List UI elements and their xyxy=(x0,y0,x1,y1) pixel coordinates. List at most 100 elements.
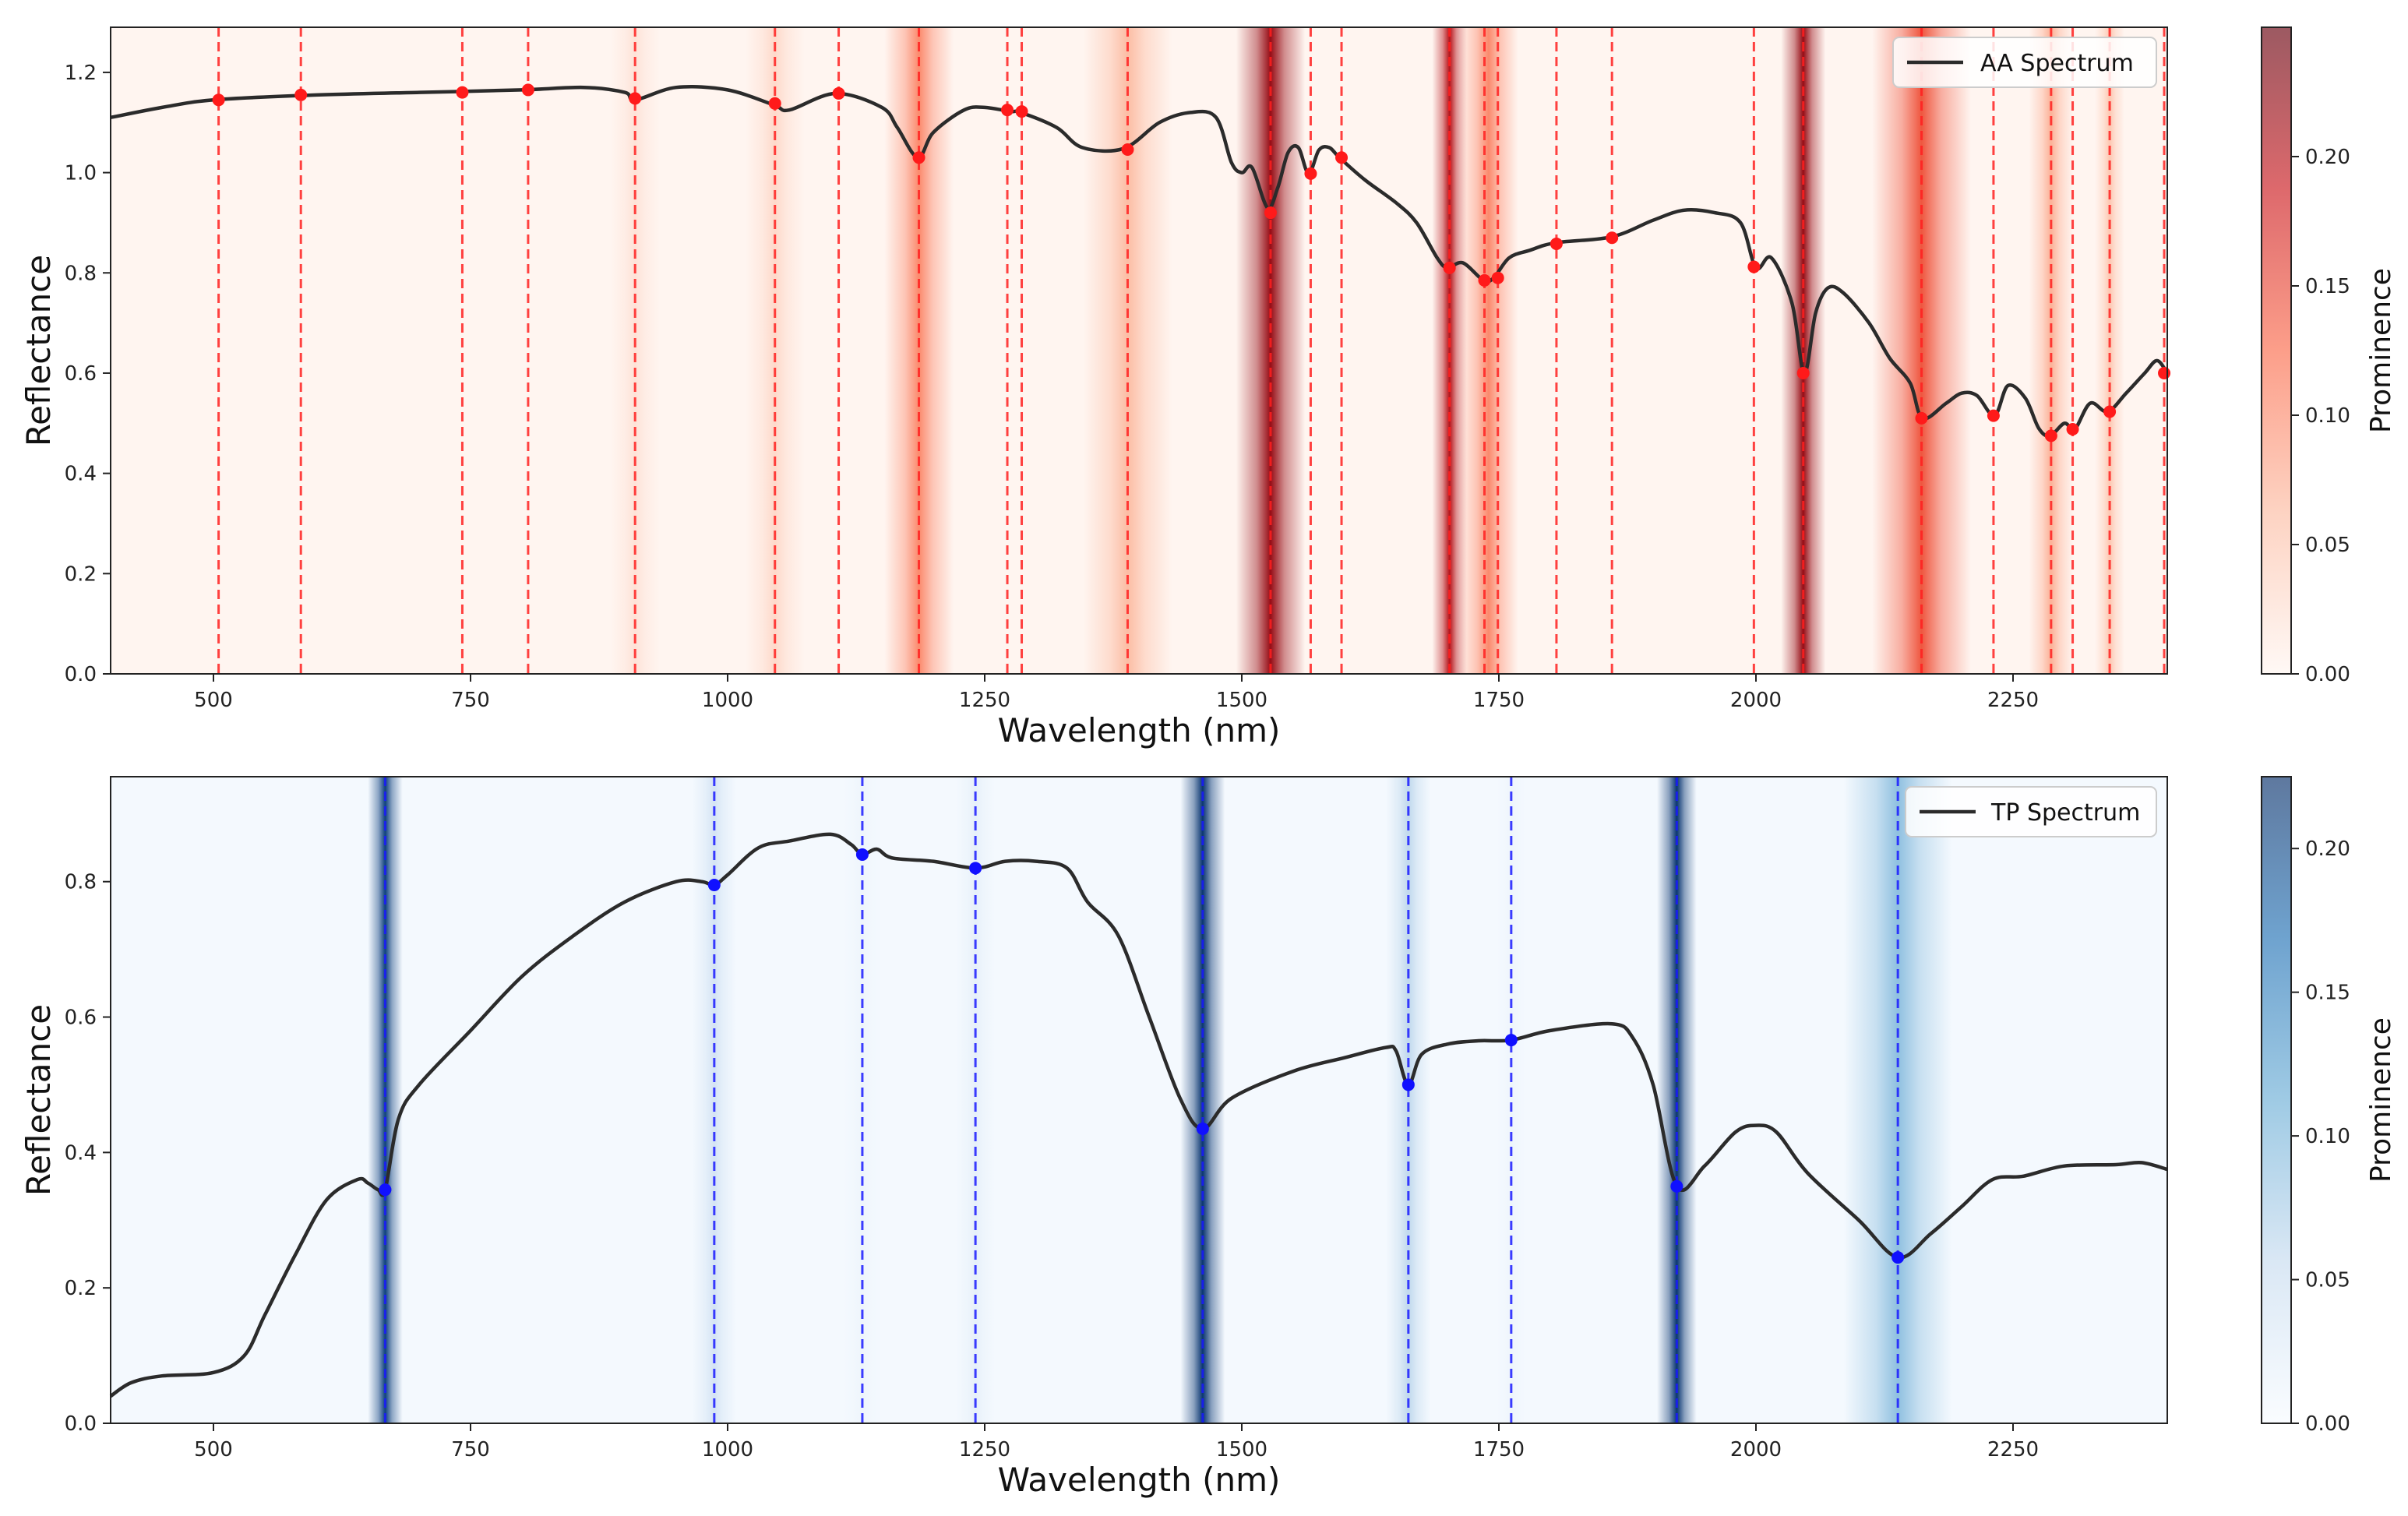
band-marker xyxy=(912,151,925,164)
band xyxy=(1458,27,1518,674)
aa-spectrum-chart: 500 750 1000 1250 1500 1750 2000 2250 0.0 0.2 0.4… xyxy=(19,26,2397,749)
y-tick-label: 0.8 xyxy=(65,871,97,894)
band-marker xyxy=(212,93,225,107)
band-marker xyxy=(768,97,781,110)
legend-box xyxy=(1905,786,2157,837)
x-tick-label: 1500 xyxy=(1216,1438,1267,1461)
aa-spectrum-line xyxy=(110,85,2169,438)
y-tick-label: 0.4 xyxy=(65,1141,97,1165)
y-tick-label: 0.0 xyxy=(65,663,97,686)
x-tick-label: 1250 xyxy=(959,689,1010,712)
colorbar-tick-label: 0.05 xyxy=(2305,1269,2350,1292)
legend: TP Spectrum xyxy=(1905,786,2157,837)
colorbar-tick-label: 0.15 xyxy=(2305,275,2350,298)
band-marker xyxy=(1504,1034,1518,1047)
x-tick-label: 2000 xyxy=(1730,689,1782,712)
y-tick-label: 0.4 xyxy=(65,463,97,486)
colorbar-gradient xyxy=(2261,776,2292,1424)
band-marker xyxy=(379,1183,392,1197)
colorbar-gradient xyxy=(2261,26,2292,675)
y-tick-label: 0.0 xyxy=(65,1412,97,1436)
band-marker xyxy=(1015,105,1028,118)
band-marker xyxy=(1796,366,1810,379)
colorbar: 0.00 0.05 0.10 0.15 0.20 Prominence xyxy=(2261,26,2397,686)
band-marker xyxy=(855,848,869,861)
plot-frame xyxy=(110,26,2168,675)
band-marker xyxy=(1891,1251,1905,1264)
band-marker xyxy=(1196,1122,1209,1135)
band-marker xyxy=(1264,206,1277,220)
colorbar-tick-label: 0.00 xyxy=(2305,1412,2350,1436)
band-marker xyxy=(2103,405,2117,418)
y-tick-label: 0.2 xyxy=(65,1277,97,1300)
plot-frame xyxy=(110,776,2168,1424)
band-marker xyxy=(2066,423,2079,436)
band-marker xyxy=(2158,366,2171,379)
band-marker xyxy=(1987,409,2000,422)
y-tick-label: 0.8 xyxy=(65,262,97,285)
colorbar-tick-label: 0.10 xyxy=(2305,404,2350,428)
band-marker xyxy=(1001,104,1014,117)
colorbar-tick-label: 0.20 xyxy=(2305,146,2350,169)
band-marker xyxy=(832,86,845,100)
legend-box xyxy=(1892,37,2157,88)
x-tick-label: 1250 xyxy=(959,1438,1010,1461)
colorbar-tick-label: 0.05 xyxy=(2305,534,2350,557)
band-markers xyxy=(212,83,2171,442)
y-tick-label: 0.6 xyxy=(65,1007,97,1030)
band-marker xyxy=(1606,231,1619,245)
tp-spectrum-chart: 500 750 1000 1250 1500 1750 2000 2250 0.0 0.2 0.4… xyxy=(19,776,2397,1499)
colorbar-ticks: 0.00 0.05 0.10 0.15 0.20 xyxy=(2291,146,2350,686)
colorbar-tick-label: 0.00 xyxy=(2305,663,2350,686)
band-marker xyxy=(1915,411,1928,425)
y-axis-label: Reflectance xyxy=(19,1004,58,1196)
legend-label: TP Spectrum xyxy=(1990,799,2140,827)
band-marker xyxy=(1550,237,1563,250)
x-tick-label: 500 xyxy=(194,1438,233,1461)
band-marker xyxy=(1401,1078,1415,1091)
plot-background xyxy=(111,777,2167,1423)
band-marker xyxy=(294,88,308,101)
x-tick-label: 2000 xyxy=(1730,1438,1782,1461)
colorbar-label: Prominence xyxy=(2365,1017,2397,1183)
legend-label: AA Spectrum xyxy=(1980,50,2134,77)
band-marker xyxy=(1443,261,1456,274)
band-center-lines xyxy=(217,27,2166,674)
band-marker xyxy=(1304,167,1317,180)
band-marker xyxy=(1121,143,1134,156)
colorbar: 0.00 0.05 0.10 0.15 0.20 Prominence xyxy=(2261,776,2397,1436)
band-markers xyxy=(379,848,1905,1264)
band-marker xyxy=(629,92,642,105)
x-tick-label: 1000 xyxy=(702,1438,753,1461)
y-axis: 0.0 0.2 0.4 0.6 0.8 xyxy=(65,871,111,1436)
x-axis-label: Wavelength (nm) xyxy=(998,711,1281,749)
x-axis-label: Wavelength (nm) xyxy=(998,1461,1281,1499)
colorbar-tick-label: 0.20 xyxy=(2305,837,2350,861)
x-tick-label: 1750 xyxy=(1473,689,1525,712)
y-tick-label: 1.0 xyxy=(65,162,97,185)
y-tick-label: 0.6 xyxy=(65,362,97,386)
x-axis: 500 750 1000 1250 1500 1750 2000 2250 xyxy=(194,674,2039,712)
x-axis: 500 750 1000 1250 1500 1750 2000 2250 xyxy=(194,1423,2039,1461)
x-tick-label: 1750 xyxy=(1473,1438,1525,1461)
band-marker xyxy=(2044,429,2057,442)
band-marker xyxy=(521,83,534,97)
y-tick-label: 1.2 xyxy=(65,62,97,85)
band-marker xyxy=(969,862,982,875)
x-tick-label: 750 xyxy=(451,689,490,712)
band-marker xyxy=(1491,271,1504,284)
y-axis-label: Reflectance xyxy=(19,255,58,446)
colorbar-ticks: 0.00 0.05 0.10 0.15 0.20 xyxy=(2291,837,2350,1436)
x-tick-label: 2250 xyxy=(1987,689,2039,712)
x-tick-label: 500 xyxy=(194,689,233,712)
x-tick-label: 2250 xyxy=(1987,1438,2039,1461)
y-axis: 0.0 0.2 0.4 0.6 0.8 1.0 1.2 xyxy=(65,62,111,686)
y-tick-label: 0.2 xyxy=(65,562,97,586)
legend: AA Spectrum xyxy=(1892,37,2157,88)
tp-spectrum-line xyxy=(109,832,2168,1398)
band-center-lines xyxy=(383,777,1899,1423)
colorbar-label: Prominence xyxy=(2365,268,2397,433)
colorbar-tick-label: 0.10 xyxy=(2305,1125,2350,1148)
band-marker xyxy=(1670,1179,1683,1193)
